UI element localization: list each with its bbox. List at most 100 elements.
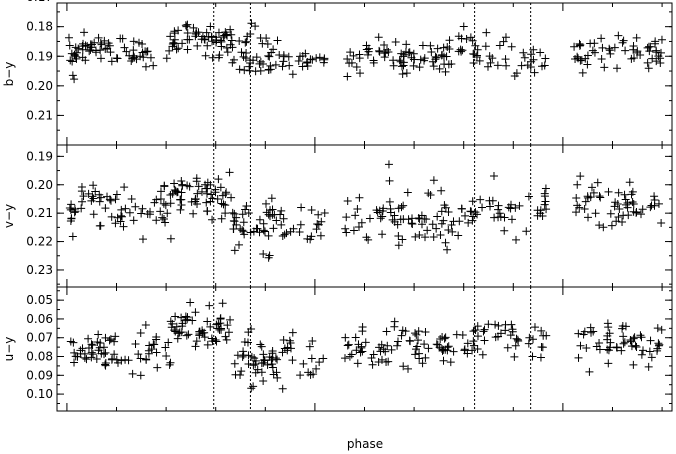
data-point xyxy=(303,58,312,67)
data-point xyxy=(528,352,537,361)
data-point xyxy=(449,347,458,356)
data-point xyxy=(227,193,236,202)
data-point xyxy=(161,343,170,352)
data-point xyxy=(605,44,614,53)
data-point xyxy=(264,253,273,262)
data-point xyxy=(466,33,475,42)
data-point xyxy=(572,194,581,203)
data-point xyxy=(257,368,266,377)
data-point xyxy=(536,48,545,57)
data-point xyxy=(644,362,653,371)
data-point xyxy=(103,192,112,201)
data-point xyxy=(247,324,256,333)
data-point xyxy=(256,340,265,349)
data-point xyxy=(271,354,280,363)
data-point xyxy=(120,43,129,52)
data-point xyxy=(125,208,134,217)
data-point xyxy=(211,185,220,194)
data-point xyxy=(507,320,516,329)
data-point xyxy=(285,61,294,70)
data-point xyxy=(384,357,393,366)
data-point xyxy=(129,37,138,46)
data-point xyxy=(393,337,402,346)
data-point xyxy=(373,208,382,217)
data-point xyxy=(111,332,120,341)
data-point xyxy=(657,219,666,228)
data-point xyxy=(411,329,420,338)
data-point xyxy=(369,56,378,65)
data-point xyxy=(351,333,360,342)
data-point xyxy=(486,58,495,67)
data-point xyxy=(216,183,225,192)
y-tick-label: 0.08 xyxy=(26,350,53,364)
data-point xyxy=(519,48,528,57)
data-point xyxy=(308,55,317,64)
data-point xyxy=(605,329,614,338)
data-point xyxy=(363,50,372,59)
data-point xyxy=(352,63,361,72)
data-point xyxy=(111,219,120,228)
data-point xyxy=(417,220,426,229)
data-point xyxy=(607,221,616,230)
data-point xyxy=(262,34,271,43)
data-point xyxy=(221,332,230,341)
data-point xyxy=(92,354,101,363)
data-point xyxy=(441,238,450,247)
data-point xyxy=(165,46,174,55)
data-point xyxy=(653,344,662,353)
data-point xyxy=(604,323,613,332)
data-point xyxy=(64,33,73,42)
data-point xyxy=(71,52,80,61)
data-point xyxy=(581,197,590,206)
data-point xyxy=(468,36,477,45)
data-point xyxy=(647,353,656,362)
data-point xyxy=(340,354,349,363)
data-point xyxy=(94,33,103,42)
data-point xyxy=(626,335,635,344)
y-tick-label: 0.06 xyxy=(26,312,53,326)
y-tick-label: 0.19 xyxy=(26,49,53,63)
data-point xyxy=(223,321,232,330)
data-point xyxy=(225,168,234,177)
data-point xyxy=(644,64,653,73)
data-point xyxy=(76,346,85,355)
data-point xyxy=(524,192,533,201)
data-point xyxy=(161,218,170,227)
data-point xyxy=(590,48,599,57)
data-point xyxy=(201,180,210,189)
data-point xyxy=(127,195,136,204)
data-point xyxy=(308,336,317,345)
data-point xyxy=(312,54,321,63)
data-point xyxy=(70,348,79,357)
data-point xyxy=(189,23,198,32)
data-point xyxy=(529,335,537,344)
data-point xyxy=(176,205,185,214)
data-point xyxy=(596,193,605,202)
data-point xyxy=(170,27,179,36)
data-point xyxy=(604,346,613,355)
data-point xyxy=(244,208,253,217)
data-point xyxy=(603,345,612,354)
data-point xyxy=(542,331,551,340)
data-point xyxy=(224,328,233,337)
data-point xyxy=(149,340,158,349)
data-point xyxy=(217,199,226,208)
data-point xyxy=(212,320,221,329)
data-point xyxy=(223,48,232,57)
data-point xyxy=(396,215,405,224)
data-point xyxy=(223,31,232,40)
data-point xyxy=(172,322,181,331)
data-point xyxy=(536,209,545,218)
data-point xyxy=(515,201,524,210)
data-point xyxy=(394,241,403,250)
data-point xyxy=(283,343,292,352)
data-point xyxy=(65,41,74,50)
data-point xyxy=(440,60,449,69)
data-point xyxy=(581,54,590,63)
data-point xyxy=(97,40,106,49)
data-point xyxy=(89,181,98,190)
data-point xyxy=(170,179,179,188)
data-point xyxy=(627,342,636,351)
data-point xyxy=(160,182,169,191)
data-point xyxy=(469,58,478,67)
